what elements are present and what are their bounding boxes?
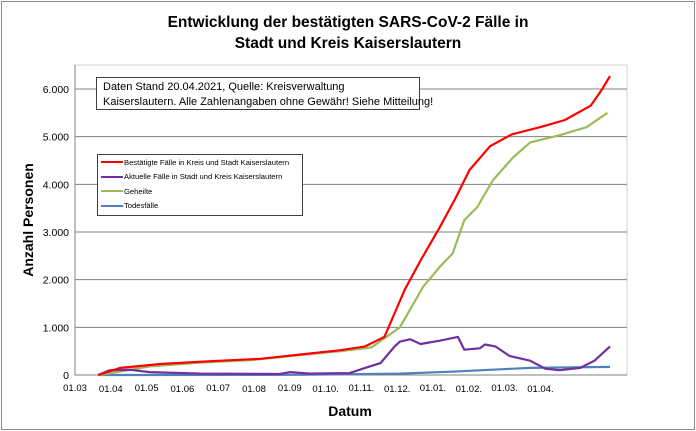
y-tick-label: 5.000: [43, 132, 69, 144]
y-tick-label: 2.000: [43, 275, 69, 287]
plot-area: [74, 64, 628, 376]
annotation-line-1: Daten Stand 20.04.2021, Quelle: Kreisver…: [103, 81, 345, 93]
x-tick-label: 01.04: [99, 384, 123, 395]
series-line-0: [97, 75, 611, 377]
y-axis-label: Anzahl Personen: [20, 163, 36, 277]
legend-item: Geheilte: [98, 184, 302, 199]
y-tick-label: 3.000: [43, 227, 69, 239]
title-line-1: Entwicklung der bestätigten SARS-CoV-2 F…: [167, 14, 529, 31]
x-tick-label: 01.04.: [527, 384, 553, 395]
legend-swatch: [101, 161, 123, 164]
x-tick-label: 01.10.: [312, 384, 338, 395]
legend-swatch: [101, 175, 123, 178]
x-tick-label: 01.11.: [349, 383, 375, 394]
x-tick-label: 01.06: [171, 384, 195, 395]
legend-label: Geheilte: [124, 186, 153, 196]
legend-item: Bestätigte Fälle in Kreis und Stadt Kais…: [98, 155, 302, 170]
x-tick-label: 01.08: [242, 384, 266, 395]
legend-swatch: [101, 190, 123, 193]
legend-item: Todesfälle: [98, 199, 302, 214]
series-line-3: [98, 365, 611, 377]
legend-label: Bestätigte Fälle in Kreis und Stadt Kais…: [124, 157, 290, 167]
annotation-line-2: Kaiserslautern. Alle Zahlenangaben ohne …: [103, 96, 434, 108]
legend-label: Todesfälle: [124, 201, 159, 211]
y-tick-label: 4.000: [43, 179, 69, 191]
series-line-1: [97, 335, 611, 377]
legend-label: Aktuelle Fälle in Stadt und Kreis Kaiser…: [124, 172, 283, 182]
y-tick-label: 6.000: [43, 84, 69, 96]
legend-item: Aktuelle Fälle in Stadt und Kreis Kaiser…: [98, 170, 302, 185]
x-tick-label: 01.03: [63, 383, 87, 394]
x-tick-label: 01.03.: [491, 383, 517, 394]
title-line-2: Stadt und Kreis Kaiserslautern: [234, 35, 462, 52]
annotation-box: Daten Stand 20.04.2021, Quelle: Kreisver…: [96, 77, 434, 110]
x-tick-label: 01.12.: [384, 384, 410, 395]
x-tick-label: 01.07: [206, 383, 230, 394]
legend: Bestätigte Fälle in Kreis und Stadt Kais…: [97, 154, 303, 216]
x-tick-label: 01.02.: [456, 384, 482, 395]
x-tick-label: 01.09: [278, 383, 302, 394]
x-tick-label: 01.01.: [420, 383, 446, 394]
legend-swatch: [101, 204, 123, 207]
x-tick-label: 01.05: [135, 383, 159, 394]
x-axis-label: Datum: [328, 403, 372, 419]
chart-title: Entwicklung der bestätigten SARS-CoV-2 F…: [0, 12, 696, 54]
y-tick-label: 1.000: [43, 322, 69, 334]
y-tick-label: 0: [63, 370, 69, 382]
